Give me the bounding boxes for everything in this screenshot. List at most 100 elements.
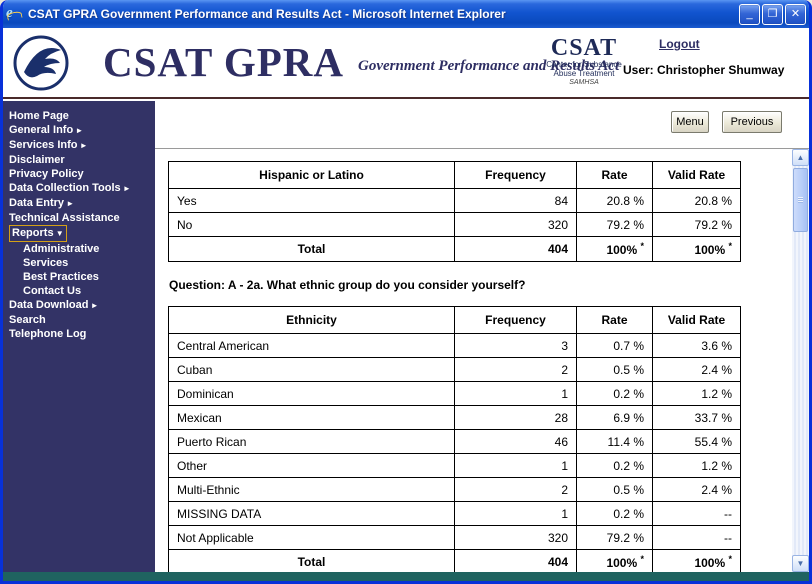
sidebar-item-search[interactable]: Search: [9, 314, 46, 326]
sidebar-item-best-practices[interactable]: Best Practices: [23, 271, 99, 283]
cell-value: 79.2 %: [576, 525, 653, 550]
cell-value: 0.7 %: [576, 333, 653, 358]
header-row: Hispanic or Latino Frequency Rate Valid Rat…: [168, 161, 741, 189]
brand-subtitle: Government Performance and Results Act: [358, 58, 620, 74]
row-label: Mexican: [168, 405, 455, 430]
sidebar-item-data-entry[interactable]: Data Entry ►: [9, 197, 75, 209]
cell-value: 404: [454, 236, 577, 262]
column-header: Hispanic or Latino: [168, 161, 455, 189]
sidebar-item-telephone-log[interactable]: Telephone Log: [9, 328, 87, 340]
row-label: Total: [168, 236, 455, 262]
question-text: Question: A - 2a. What ethnic group do y…: [169, 278, 526, 292]
cell-value: 3.6 %: [652, 333, 741, 358]
session-info: Logout User: Christopher Shumway: [623, 35, 793, 77]
chevron-right-icon: ►: [77, 141, 88, 150]
logout-link[interactable]: Logout: [659, 37, 700, 51]
cell-value: 100% *: [576, 549, 653, 572]
row-label: Multi-Ethnic: [168, 477, 455, 502]
cell-value: 79.2 %: [576, 212, 653, 237]
cell-value: 1: [454, 501, 577, 526]
csat-samhsa-logo: CSAT Center for Substance Abuse Treatmen…: [541, 36, 627, 87]
sidebar-item-privacy-policy[interactable]: Privacy Policy: [9, 168, 84, 180]
table-row: Cuban 2 0.5 % 2.4 %: [168, 357, 741, 382]
report-frame: Hispanic or Latino Frequency Rate Valid Rat…: [155, 148, 809, 572]
sidebar-item-data-download[interactable]: Data Download ►: [9, 299, 99, 311]
row-label: Total: [168, 549, 455, 572]
chevron-right-icon: ►: [88, 301, 99, 310]
chevron-right-icon: ►: [73, 126, 84, 135]
table-row: Other 1 0.2 % 1.2 %: [168, 453, 741, 478]
sidebar-item-technical-assistance[interactable]: Technical Assistance: [9, 212, 120, 224]
cell-value: 20.8 %: [576, 188, 653, 213]
row-label: No: [168, 212, 455, 237]
column-header: Ethnicity: [168, 306, 455, 334]
row-label: Cuban: [168, 357, 455, 382]
sidebar-item-contact-us[interactable]: Contact Us: [23, 285, 82, 297]
cell-value: 3: [454, 333, 577, 358]
row-label: Yes: [168, 188, 455, 213]
menu-button[interactable]: Menu: [671, 111, 709, 133]
sidebar-item-disclaimer[interactable]: Disclaimer: [9, 154, 65, 166]
scroll-up-button[interactable]: ▲: [792, 149, 809, 166]
table-row: Yes 84 20.8 % 20.8 %: [168, 188, 741, 213]
scroll-down-button[interactable]: ▼: [792, 555, 809, 572]
report-content: Hispanic or Latino Frequency Rate Valid Rat…: [155, 149, 792, 572]
app-brand: CSAT GPRA Government Performance and Res…: [103, 40, 619, 84]
maximize-button[interactable]: ❐: [762, 3, 783, 25]
cell-value: 320: [454, 525, 577, 550]
cell-value: 320: [454, 212, 577, 237]
cell-value: 100% *: [576, 236, 653, 262]
main-content-area: Menu Previous Hispanic or Latino Frequenc…: [155, 101, 809, 572]
column-header: Rate: [576, 306, 653, 334]
cell-value: 2.4 %: [652, 477, 741, 502]
header-row: Ethnicity Frequency Rate Valid Rate: [168, 306, 741, 334]
title-bar[interactable]: e CSAT GPRA Government Performance and R…: [3, 0, 809, 28]
table-row: No 320 79.2 % 79.2 %: [168, 212, 741, 237]
internet-explorer-icon: e: [6, 5, 23, 23]
cell-value: 0.2 %: [576, 501, 653, 526]
sidebar-item-administrative[interactable]: Administrative: [23, 243, 100, 255]
cell-value: --: [652, 525, 741, 550]
vertical-scrollbar[interactable]: ▲ ▼: [792, 149, 809, 572]
hhs-eagle-logo-icon: [11, 33, 71, 93]
table-row: MISSING DATA 1 0.2 % --: [168, 501, 741, 526]
cell-value: 2.4 %: [652, 357, 741, 382]
cell-value: 33.7 %: [652, 405, 741, 430]
minimize-button[interactable]: _: [739, 3, 760, 25]
table-row: Mexican 28 6.9 % 33.7 %: [168, 405, 741, 430]
row-label: Other: [168, 453, 455, 478]
table-row: Puerto Rican 46 11.4 % 55.4 %: [168, 429, 741, 454]
sidebar-menu: Home Page General Info ► Services Info ► Di…: [3, 101, 155, 572]
cell-value: 1: [454, 381, 577, 406]
sidebar-item-services[interactable]: Services: [23, 257, 69, 269]
scrollbar-thumb[interactable]: [793, 168, 808, 232]
column-header: Frequency: [454, 161, 577, 189]
chevron-right-icon: ►: [120, 184, 131, 193]
sidebar-item-reports[interactable]: Reports ▼: [3, 225, 155, 242]
total-row: Total 404 100% * 100% *: [168, 549, 741, 572]
chevron-down-icon: ▼: [53, 229, 64, 238]
cell-value: 2: [454, 477, 577, 502]
table-row: Multi-Ethnic 2 0.5 % 2.4 %: [168, 477, 741, 502]
previous-button[interactable]: Previous: [722, 111, 782, 133]
csat-logo-line: Abuse Treatment: [553, 69, 615, 78]
footer-strip: [3, 572, 809, 581]
cell-value: 79.2 %: [652, 212, 741, 237]
cell-value: 84: [454, 188, 577, 213]
sidebar-item-home-page[interactable]: Home Page: [9, 110, 69, 122]
csat-logo-text: CSAT: [550, 35, 618, 61]
column-header: Valid Rate: [652, 306, 741, 334]
row-label: Not Applicable: [168, 525, 455, 550]
close-button[interactable]: ✕: [785, 3, 806, 25]
sidebar-item-general-info[interactable]: General Info ►: [9, 124, 84, 136]
cell-value: 0.5 %: [576, 477, 653, 502]
cell-value: 1.2 %: [652, 453, 741, 478]
total-row: Total 404 100% * 100% *: [168, 236, 741, 262]
window-body: Home Page General Info ► Services Info ► Di…: [3, 101, 809, 572]
row-label: MISSING DATA: [168, 501, 455, 526]
sidebar-item-data-collection-tools[interactable]: Data Collection Tools ►: [9, 182, 131, 194]
cell-value: 11.4 %: [576, 429, 653, 454]
cell-value: 6.9 %: [576, 405, 653, 430]
sidebar-item-services-info[interactable]: Services Info ►: [9, 139, 88, 151]
